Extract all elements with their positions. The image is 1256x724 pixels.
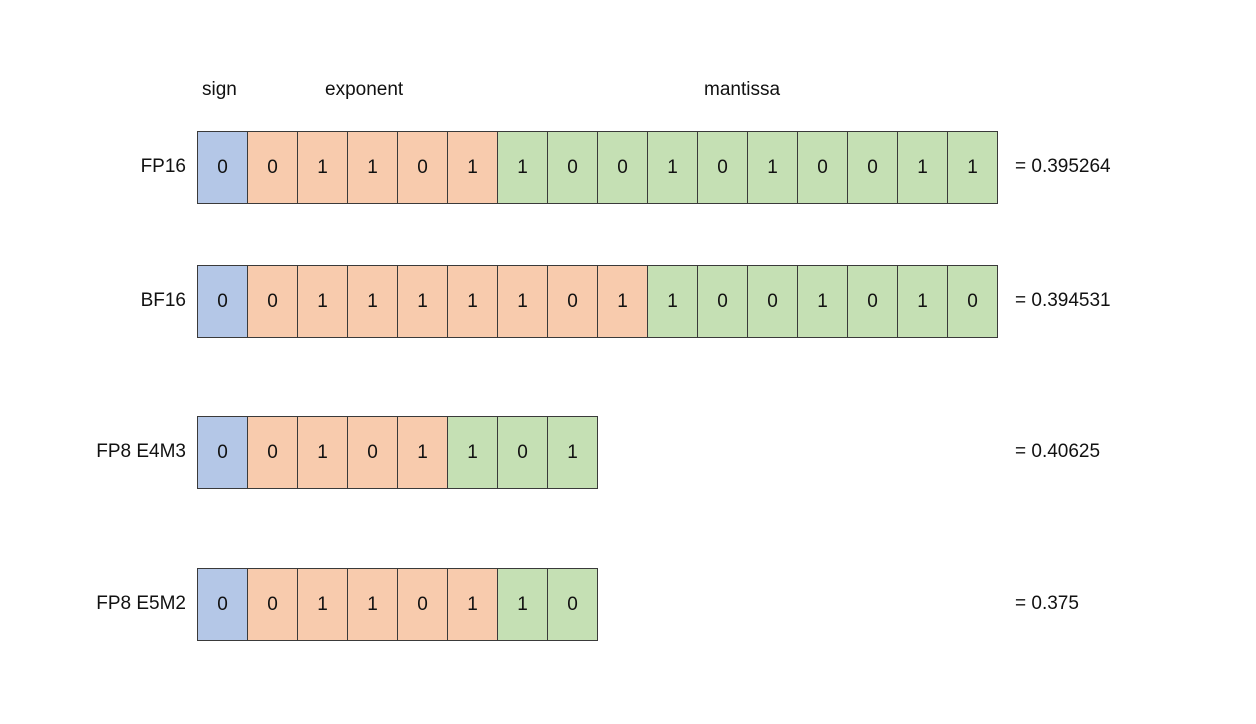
mantissa-bit-cell: 1 <box>648 131 698 204</box>
mantissa-bit-cell: 1 <box>498 568 548 641</box>
exponent-bit-cell: 0 <box>398 568 448 641</box>
mantissa-bit-cell: 0 <box>548 568 598 641</box>
exponent-bit-cell: 1 <box>598 265 648 338</box>
mantissa-bit-cell: 0 <box>948 265 998 338</box>
row-label-bf16: BF16 <box>140 290 186 311</box>
exponent-bit-cell: 0 <box>248 265 298 338</box>
sign-bit-cell: 0 <box>198 131 248 204</box>
mantissa-bit-cell: 0 <box>798 131 848 204</box>
mantissa-bit-cell: 0 <box>848 131 898 204</box>
exponent-bit-cell: 0 <box>248 131 298 204</box>
mantissa-bit-cell: 0 <box>698 265 748 338</box>
mantissa-bit-cell: 1 <box>948 131 998 204</box>
result-fp8-e4m3: = 0.40625 <box>1015 441 1101 462</box>
exponent-bit-cell: 1 <box>448 131 498 204</box>
mantissa-bit-cell: 0 <box>498 416 548 489</box>
mantissa-bit-cell: 1 <box>648 265 698 338</box>
header-sign: sign <box>202 79 237 100</box>
exponent-bit-cell: 1 <box>348 131 398 204</box>
header-mantissa: mantissa <box>704 79 781 100</box>
exponent-bit-cell: 0 <box>248 416 298 489</box>
exponent-bit-cell: 1 <box>398 265 448 338</box>
exponent-bit-cell: 1 <box>348 265 398 338</box>
exponent-bit-cell: 1 <box>298 416 348 489</box>
result-fp16: = 0.395264 <box>1015 156 1111 177</box>
exponent-bit-cell: 1 <box>298 265 348 338</box>
mantissa-bit-cell: 1 <box>798 265 848 338</box>
mantissa-bit-cell: 0 <box>548 131 598 204</box>
row-label-fp16: FP16 <box>140 156 186 177</box>
exponent-bit-cell: 1 <box>298 131 348 204</box>
exponent-bit-cell: 0 <box>348 416 398 489</box>
exponent-bit-cell: 0 <box>548 265 598 338</box>
sign-bit-cell: 0 <box>198 265 248 338</box>
result-fp8-e5m2: = 0.375 <box>1015 593 1079 614</box>
exponent-bit-cell: 1 <box>398 416 448 489</box>
exponent-bit-cell: 1 <box>448 265 498 338</box>
sign-bit-cell: 0 <box>198 416 248 489</box>
mantissa-bit-cell: 0 <box>698 131 748 204</box>
exponent-bit-cell: 1 <box>298 568 348 641</box>
mantissa-bit-cell: 1 <box>498 131 548 204</box>
sign-bit-cell: 0 <box>198 568 248 641</box>
mantissa-bit-cell: 0 <box>748 265 798 338</box>
mantissa-bit-cell: 1 <box>448 416 498 489</box>
exponent-bit-cell: 0 <box>398 131 448 204</box>
mantissa-bit-cell: 1 <box>898 131 948 204</box>
exponent-bit-cell: 1 <box>348 568 398 641</box>
exponent-bit-cell: 1 <box>448 568 498 641</box>
result-bf16: = 0.394531 <box>1015 290 1111 311</box>
exponent-bit-cell: 1 <box>498 265 548 338</box>
header-exponent: exponent <box>325 79 404 100</box>
exponent-bit-cell: 0 <box>248 568 298 641</box>
row-label-fp8-e5m2: FP8 E5M2 <box>96 593 186 614</box>
mantissa-bit-cell: 1 <box>898 265 948 338</box>
mantissa-bit-cell: 1 <box>548 416 598 489</box>
row-label-fp8-e4m3: FP8 E4M3 <box>96 441 186 462</box>
mantissa-bit-cell: 1 <box>748 131 798 204</box>
mantissa-bit-cell: 0 <box>598 131 648 204</box>
mantissa-bit-cell: 0 <box>848 265 898 338</box>
